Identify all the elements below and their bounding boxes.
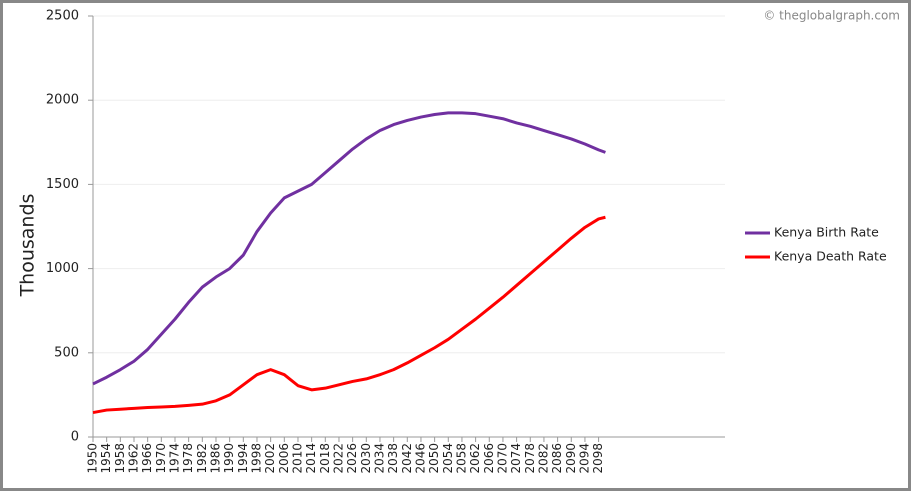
x-tick-label: 1998 (249, 443, 263, 474)
x-tick-label: 2014 (304, 443, 318, 474)
x-tick-label: 2038 (386, 443, 400, 474)
x-tick-label: 2066 (482, 443, 496, 474)
x-tick-label: 2094 (577, 443, 591, 474)
y-tick-label: 0 (71, 430, 79, 445)
x-tick-label: 1986 (208, 443, 222, 474)
legend-label: Kenya Death Rate (774, 249, 887, 264)
y-tick-label: 1500 (46, 177, 79, 192)
y-tick-label: 2500 (46, 9, 79, 24)
y-tick-label: 2000 (46, 93, 79, 108)
watermark: © theglobalgraph.com (763, 9, 900, 23)
x-tick-label: 1990 (222, 443, 236, 474)
x-tick-label: 1954 (99, 443, 113, 474)
x-tick-label: 2082 (536, 443, 550, 474)
x-tick-label: 2058 (454, 443, 468, 474)
x-tick-label: 2010 (290, 443, 304, 474)
x-tick-label: 2022 (331, 443, 345, 474)
x-tick-label: 2026 (345, 443, 359, 474)
x-tick-label: 2030 (359, 443, 373, 474)
y-tick-label: 1000 (46, 261, 79, 276)
series-line (92, 111, 606, 386)
x-tick-label: 2002 (263, 443, 277, 474)
x-tick-label: 1950 (86, 443, 100, 474)
x-tick-label: 2074 (509, 443, 523, 474)
x-tick-label: 2062 (468, 443, 482, 474)
x-tick-label: 2018 (318, 443, 332, 474)
x-tick-label: 2078 (523, 443, 537, 474)
series-line (92, 215, 606, 415)
x-tick-label: 2070 (495, 443, 509, 474)
x-tick-label: 1978 (181, 443, 195, 474)
x-tick-label: 1958 (113, 443, 127, 474)
x-tick-label: 2042 (400, 443, 414, 474)
x-tick-label: 1994 (236, 443, 250, 474)
x-tick-label: 2054 (441, 443, 455, 474)
x-tick-label: 2050 (427, 443, 441, 474)
x-tick-label: 1962 (126, 443, 140, 474)
x-tick-label: 1982 (195, 443, 209, 474)
x-tick-label: 1974 (167, 443, 181, 474)
y-axis-label: Thousands (17, 194, 39, 298)
x-tick-label: 1970 (154, 443, 168, 474)
x-tick-label: 2046 (413, 443, 427, 474)
x-tick-label: 2086 (550, 443, 564, 474)
x-tick-label: 2006 (277, 443, 291, 474)
x-tick-label: 1966 (140, 443, 154, 474)
y-tick-label: 500 (54, 345, 79, 360)
x-tick-label: 2098 (591, 443, 605, 474)
x-tick-label: 2034 (372, 443, 386, 474)
legend-label: Kenya Birth Rate (774, 225, 879, 240)
x-tick-label: 2090 (564, 443, 578, 474)
